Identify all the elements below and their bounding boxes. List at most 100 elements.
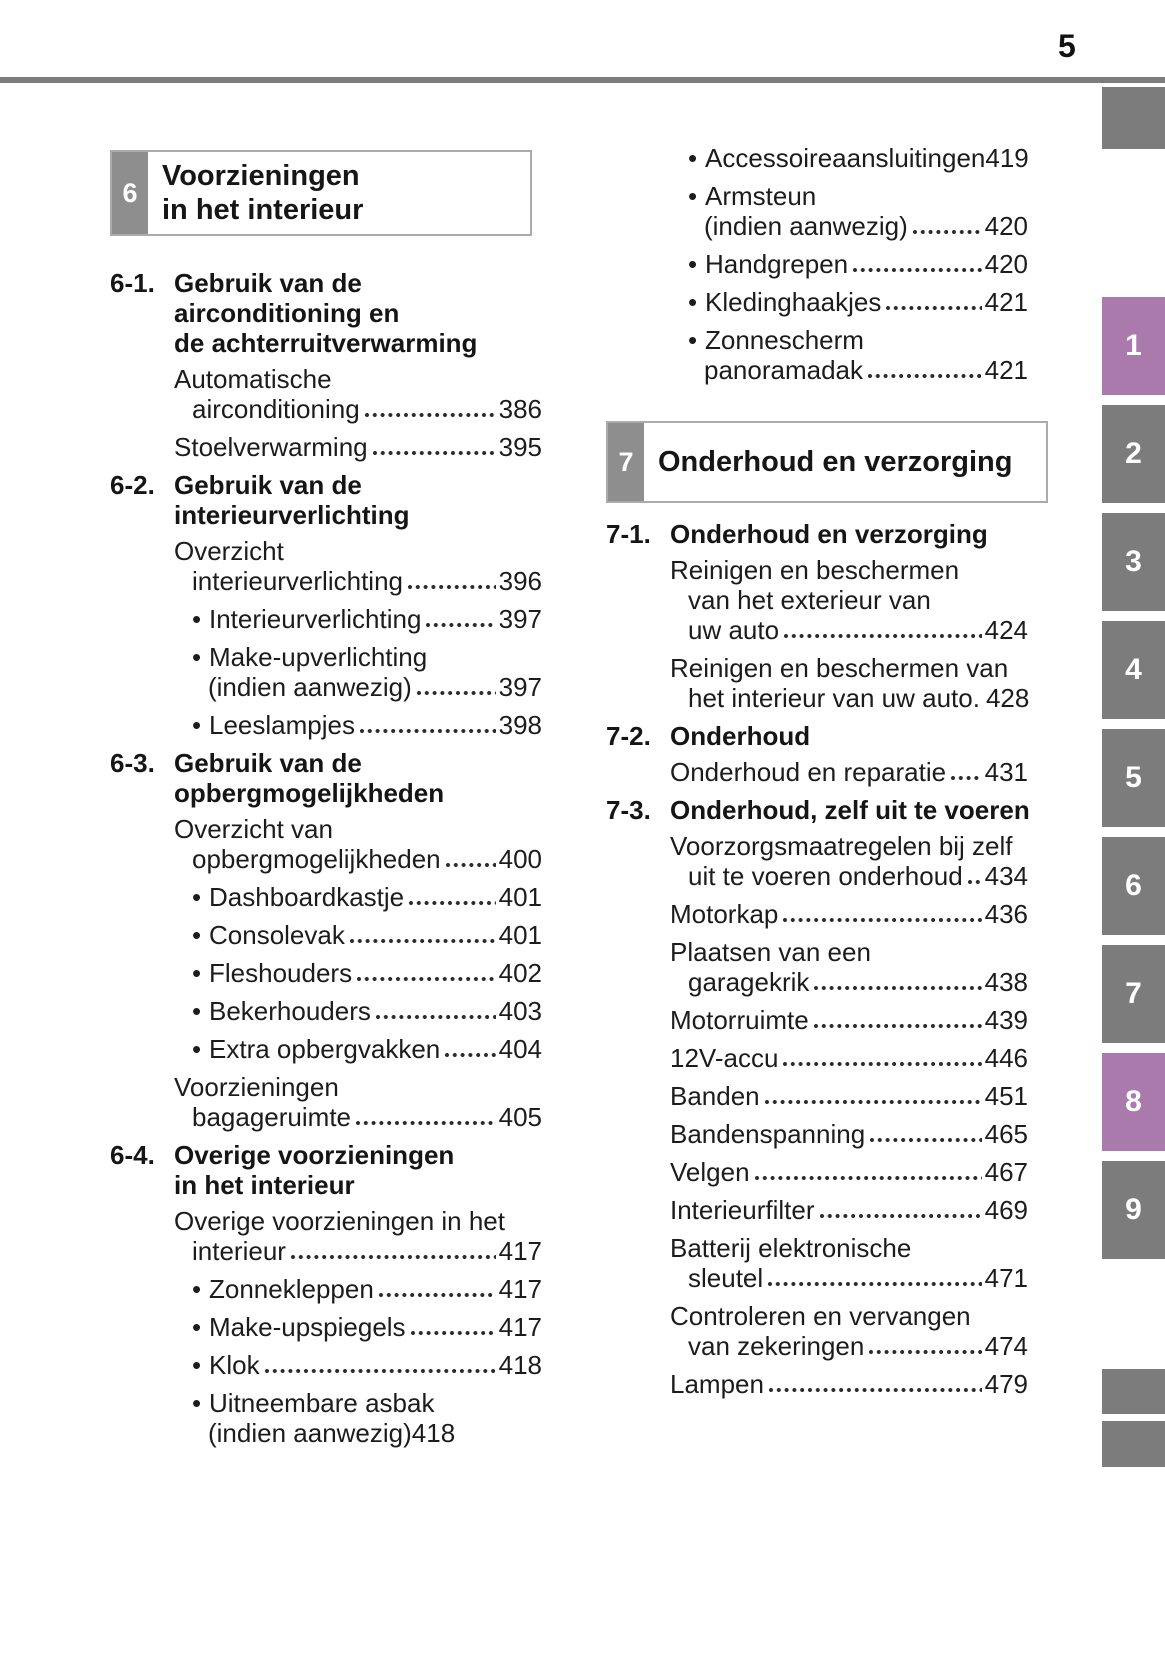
toc-section: 6-2. Gebruik van de interieurverlichting bbox=[110, 470, 542, 530]
toc-entry: • Make-upspiegels 417 bbox=[110, 1312, 542, 1342]
toc-page-ref: 398 bbox=[498, 710, 542, 740]
toc-section-line: 7-2. Onderhoud bbox=[606, 721, 1028, 751]
side-tab-spacer-top bbox=[1102, 87, 1165, 149]
bullet-marker-icon: • bbox=[688, 249, 698, 279]
leader-dots bbox=[358, 727, 496, 735]
toc-entry-text: Handgrepen bbox=[705, 249, 849, 279]
toc-entry-text: Overzicht bbox=[174, 536, 284, 566]
leader-dots bbox=[812, 1022, 982, 1030]
section-number: 6-4. bbox=[110, 1140, 155, 1170]
toc-entry-text: Fleshouders bbox=[209, 958, 353, 988]
toc-entry-text: (indien aanwezig) bbox=[704, 211, 908, 241]
toc-entry-line: Overzicht van bbox=[110, 814, 542, 844]
toc-entry-line: • Make-upspiegels 417 bbox=[110, 1312, 542, 1342]
toc-entry: Banden 451 bbox=[606, 1081, 1028, 1111]
section-title: Overige voorzieningen bbox=[174, 1140, 455, 1170]
toc-entry-text: Motorkap bbox=[670, 899, 779, 929]
toc-section-line: 7-1. Onderhoud en verzorging bbox=[606, 519, 1028, 549]
toc-page-ref: 471 bbox=[984, 1263, 1028, 1293]
leader-dots bbox=[782, 1060, 982, 1068]
leader-dots bbox=[415, 689, 496, 697]
toc-page-ref: 451 bbox=[984, 1081, 1028, 1111]
toc-entry-line: Automatische bbox=[110, 364, 542, 394]
side-tab-label: 9 bbox=[1125, 1193, 1142, 1226]
toc-entry: Motorruimte 439 bbox=[606, 1005, 1028, 1035]
toc-entry-line: Reinigen en beschermen bbox=[606, 555, 1028, 585]
bullet-marker-icon: • bbox=[192, 1312, 202, 1342]
toc-entry: Overige voorzieningen in het interieur 417 bbox=[110, 1206, 542, 1266]
leader-dots bbox=[408, 899, 496, 907]
leader-dots bbox=[348, 937, 496, 945]
toc-entry-line: Banden 451 bbox=[606, 1081, 1028, 1111]
section-number: 7-1. bbox=[606, 519, 651, 549]
toc-entry-line: • Kledinghaakjes 421 bbox=[606, 287, 1028, 317]
leader-dots bbox=[818, 1212, 982, 1220]
toc-entry: Reinigen en beschermen van het interieur … bbox=[606, 653, 1029, 713]
toc-entry-line: garagekrik 438 bbox=[606, 967, 1028, 997]
toc-entry-line: uw auto 424 bbox=[606, 615, 1028, 645]
bullet-marker-icon: • bbox=[192, 1274, 202, 1304]
toc-entry-line: Overige voorzieningen in het bbox=[110, 1206, 542, 1236]
toc-page-ref: 421 bbox=[984, 287, 1028, 317]
side-tab-label: 1 bbox=[1125, 329, 1142, 362]
toc-entry: Motorkap 436 bbox=[606, 899, 1028, 929]
toc-page-ref: 400 bbox=[498, 844, 542, 874]
chapter-header: 6 Voorzieningen in het interieur bbox=[110, 150, 532, 236]
toc-entry-line: Voorzorgsmaatregelen bij zelf bbox=[606, 831, 1028, 861]
toc-entry-line: Motorruimte 439 bbox=[606, 1005, 1028, 1035]
leader-dots bbox=[782, 916, 982, 924]
leader-dots bbox=[444, 1051, 496, 1059]
toc-entry-line: (indien aanwezig) 420 bbox=[606, 211, 1028, 241]
bullet-marker-icon: • bbox=[688, 143, 698, 173]
toc-page-ref: 479 bbox=[984, 1369, 1028, 1399]
chapter-title-line: Onderhoud en verzorging bbox=[658, 446, 1013, 478]
toc-entry: Controleren en vervangen van zekeringen 47… bbox=[606, 1301, 1028, 1361]
side-tab-label: 4 bbox=[1125, 653, 1142, 686]
toc-section: 6-3. Gebruik van de opbergmogelijkheden bbox=[110, 748, 542, 808]
toc-entry: • Extra opbergvakken 404 bbox=[110, 1034, 542, 1064]
toc-entry: • Uitneembare asbak (indien aanwezig) 418 bbox=[110, 1388, 542, 1448]
toc-entry-text: Velgen bbox=[670, 1157, 750, 1187]
toc-section-line: 6-1. Gebruik van de bbox=[110, 268, 542, 298]
leader-dots bbox=[868, 1348, 982, 1356]
toc-page-ref: 417 bbox=[498, 1312, 542, 1342]
toc-column-right: • Accessoireaansluitingen 419 • Armsteun (ind… bbox=[606, 143, 1048, 1407]
toc-entry: • Bekerhouders 403 bbox=[110, 996, 542, 1026]
toc-section: 7-2. Onderhoud bbox=[606, 721, 1028, 751]
toc-entry-text: Voorzorgsmaatregelen bij zelf bbox=[670, 831, 1013, 861]
leader-dots bbox=[263, 1367, 496, 1375]
bullet-marker-icon: • bbox=[192, 1388, 202, 1418]
toc-entry-line: • Armsteun bbox=[606, 181, 1028, 211]
toc-entry-line: Batterij elektronische bbox=[606, 1233, 1028, 1263]
toc-entry-line: 12V-accu 446 bbox=[606, 1043, 1028, 1073]
toc-section-line: in het interieur bbox=[110, 1170, 542, 1200]
toc-entry-text: interieur bbox=[192, 1236, 286, 1266]
toc-page-ref: 421 bbox=[984, 355, 1028, 385]
toc-section-line: de achterruitverwarming bbox=[110, 328, 542, 358]
toc-entry-line: interieur 417 bbox=[110, 1236, 542, 1266]
toc-entry-text: uit te voeren onderhoud bbox=[688, 861, 963, 891]
toc-entry-line: • Make-upverlichting bbox=[110, 642, 542, 672]
toc-entry-text: Interieurverlichting bbox=[209, 604, 422, 634]
section-number: 7-3. bbox=[606, 795, 651, 825]
toc-entry-line: Motorkap 436 bbox=[606, 899, 1028, 929]
bullet-marker-icon: • bbox=[192, 604, 202, 634]
toc-page-ref: 420 bbox=[984, 249, 1028, 279]
chapter-header: 7 Onderhoud en verzorging bbox=[606, 421, 1048, 503]
toc-page-ref: 424 bbox=[984, 615, 1028, 645]
side-tab-spacer-bottom-2 bbox=[1102, 1421, 1165, 1467]
toc-page-ref: 396 bbox=[498, 566, 542, 596]
toc-page-ref: 465 bbox=[984, 1119, 1028, 1149]
toc-entry-text: van zekeringen bbox=[688, 1331, 865, 1361]
toc-entry-text: (indien aanwezig) bbox=[208, 672, 412, 702]
toc-entry-text: interieurverlichting bbox=[192, 566, 403, 596]
toc-entry-line: van zekeringen 474 bbox=[606, 1331, 1028, 1361]
toc-entry-line: Controleren en vervangen bbox=[606, 1301, 1028, 1331]
toc-entry-line: • Fleshouders 402 bbox=[110, 958, 542, 988]
bullet-marker-icon: • bbox=[192, 642, 202, 672]
toc-page-ref: 436 bbox=[984, 899, 1028, 929]
side-tab-6: 6 bbox=[1102, 837, 1165, 935]
toc-entry-line: • Zonnescherm bbox=[606, 325, 1028, 355]
toc-entry-text: Overige voorzieningen in het bbox=[174, 1206, 505, 1236]
